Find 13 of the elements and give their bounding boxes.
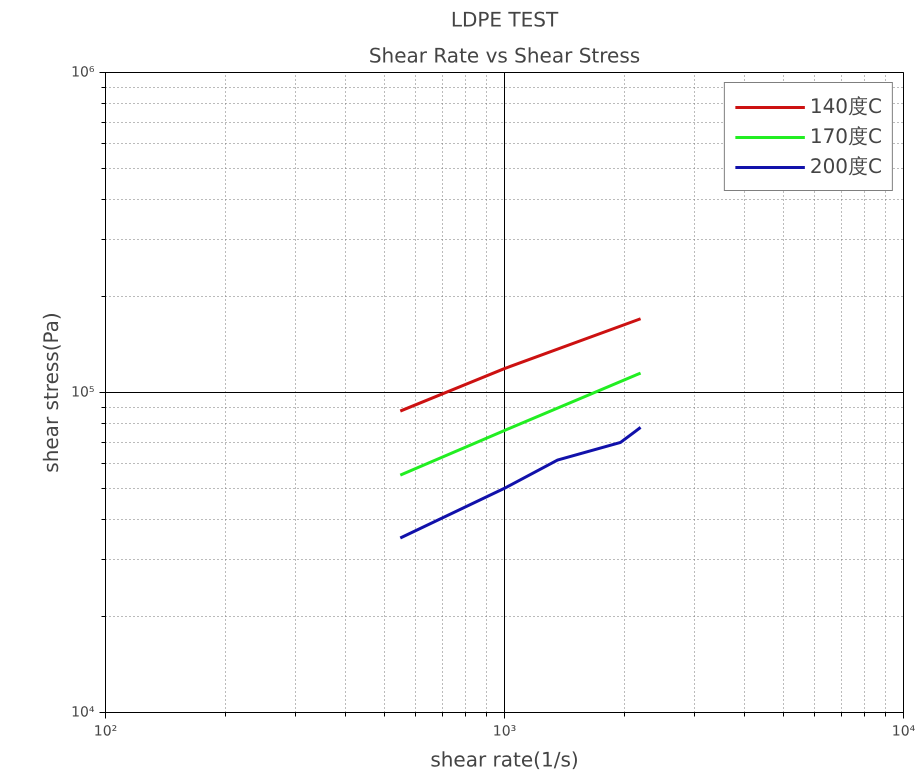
y-axis-title: shear stress(Pa) — [39, 312, 64, 473]
y-tick-label: 10⁴ — [71, 704, 95, 720]
y-tick-label: 10⁶ — [71, 64, 95, 80]
x-tick-label: 10³ — [492, 724, 516, 740]
legend-label: 200度C — [810, 153, 882, 180]
x-tick-label: 10² — [94, 724, 118, 740]
legend-label: 170度C — [810, 123, 882, 150]
chart-title: LDPE TEST — [450, 8, 559, 32]
x-tick-label: 10⁴ — [892, 724, 916, 740]
x-axis-title: shear rate(1/s) — [430, 748, 579, 772]
chart-subtitle: Shear Rate vs Shear Stress — [368, 44, 640, 68]
legend-label: 140度C — [810, 93, 882, 120]
y-tick-label: 10⁵ — [71, 384, 95, 400]
